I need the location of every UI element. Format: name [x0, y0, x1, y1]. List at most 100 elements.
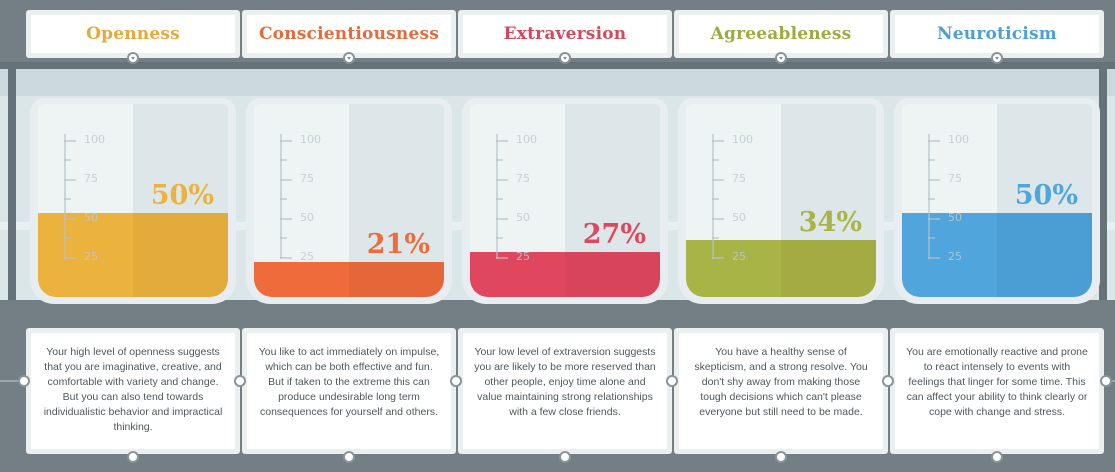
trait-percent: 21%	[366, 229, 430, 260]
liquid-shade	[133, 213, 228, 297]
scale-tick	[928, 257, 940, 259]
scale-tick-minor	[280, 159, 287, 161]
liquid-shade	[565, 252, 660, 297]
trait-header: Neuroticism	[895, 15, 1099, 53]
scale-label: 25	[732, 250, 746, 263]
pin-icon	[234, 375, 246, 387]
pin-icon	[18, 375, 30, 387]
scale-tick	[280, 218, 292, 220]
description-card: You have a healthy sense of skepticism, …	[674, 328, 888, 454]
scale-tick-minor	[496, 198, 503, 200]
scale-tick	[496, 218, 508, 220]
trait-column-openness: Openness 100 75 50 25 50% Your high level o…	[18, 0, 248, 472]
scale-line	[496, 134, 498, 259]
scale-tick	[280, 179, 292, 181]
trait-header-card[interactable]: Agreeableness	[674, 10, 888, 58]
trait-column-agreeableness: Agreeableness 100 75 50 25 34% You have a h…	[666, 0, 896, 472]
left-post	[8, 62, 16, 302]
pin-icon	[559, 52, 571, 64]
trait-header: Agreeableness	[679, 15, 883, 53]
trait-column-conscientiousness: Conscientiousness 100 75 50 25 21% You like…	[234, 0, 464, 472]
pin-icon	[450, 375, 462, 387]
scale-tick-minor	[712, 198, 719, 200]
scale-label: 50	[732, 211, 746, 224]
measure-scale: 100 75 50 25	[490, 133, 550, 274]
scale-tick-minor	[712, 159, 719, 161]
trait-description: Your high level of openness suggests tha…	[43, 346, 223, 433]
trait-percent: 27%	[582, 219, 646, 250]
beaker-glass: 100 75 50 25 50%	[902, 104, 1092, 297]
scale-tick	[712, 140, 724, 142]
beaker: 100 75 50 25 50%	[30, 98, 236, 304]
liquid-fill	[38, 213, 228, 297]
pin-icon	[991, 451, 1003, 463]
scale-tick	[496, 179, 508, 181]
scale-tick-minor	[496, 159, 503, 161]
scale-tick-minor	[280, 237, 287, 239]
measure-scale: 100 75 50 25	[922, 133, 982, 274]
scale-tick	[64, 257, 76, 259]
trait-header-card[interactable]: Neuroticism	[890, 10, 1104, 58]
trait-percent: 50%	[1014, 180, 1078, 211]
scale-label: 100	[84, 133, 105, 146]
pin-icon	[1100, 375, 1112, 387]
scale-tick	[64, 179, 76, 181]
trait-description: You like to act immediately on impulse, …	[258, 346, 440, 418]
scale-label: 75	[948, 172, 962, 185]
scale-tick	[928, 140, 940, 142]
scale-tick-minor	[280, 198, 287, 200]
trait-description: You have a healthy sense of skepticism, …	[694, 346, 868, 418]
description-inner: Your low level of extraversion suggests …	[463, 333, 667, 449]
measure-scale: 100 75 50 25	[706, 133, 766, 274]
trait-header-card[interactable]: Extraversion	[458, 10, 672, 58]
beaker-glass: 100 75 50 25 21%	[254, 104, 444, 297]
pin-icon	[127, 451, 139, 463]
scale-tick-minor	[64, 159, 71, 161]
scale-tick-minor	[64, 198, 71, 200]
pin-icon	[127, 52, 139, 64]
scale-label: 75	[516, 172, 530, 185]
pin-icon	[775, 52, 787, 64]
trait-title: Openness	[86, 24, 180, 44]
trait-title: Extraversion	[503, 24, 627, 44]
scale-label: 100	[732, 133, 753, 146]
scale-line	[928, 134, 930, 259]
liquid-fill	[686, 240, 876, 297]
trait-percent: 34%	[798, 207, 862, 238]
measure-scale: 100 75 50 25	[274, 133, 334, 274]
scale-tick	[712, 257, 724, 259]
scale-label: 25	[516, 250, 530, 263]
description-card: Your high level of openness suggests tha…	[26, 328, 240, 454]
description-inner: Your high level of openness suggests tha…	[31, 333, 235, 449]
top-shelf	[0, 62, 1115, 69]
trait-header-card[interactable]: Conscientiousness	[242, 10, 456, 58]
description-card: You like to act immediately on impulse, …	[242, 328, 456, 454]
pin-icon	[775, 451, 787, 463]
pin-icon	[343, 52, 355, 64]
trait-column-extraversion: Extraversion 100 75 50 25 27% Your low leve…	[450, 0, 680, 472]
scale-tick	[280, 140, 292, 142]
right-post	[1099, 62, 1107, 302]
scale-tick-minor	[496, 237, 503, 239]
pin-icon	[343, 451, 355, 463]
liquid-shade	[781, 240, 876, 297]
pin-icon	[666, 375, 678, 387]
trait-description: You are emotionally reactive and prone t…	[906, 346, 1088, 418]
scale-tick	[712, 179, 724, 181]
scale-label: 25	[948, 250, 962, 263]
liquid-fill	[254, 262, 444, 297]
beaker: 100 75 50 25 21%	[246, 98, 452, 304]
trait-percent: 50%	[150, 180, 214, 211]
pin-icon	[991, 52, 1003, 64]
trait-description: Your low level of extraversion suggests …	[474, 346, 656, 418]
measure-scale: 100 75 50 25	[58, 133, 118, 274]
beaker-glass: 100 75 50 25 27%	[470, 104, 660, 297]
trait-header-card[interactable]: Openness	[26, 10, 240, 58]
description-inner: You have a healthy sense of skepticism, …	[679, 333, 883, 449]
beaker: 100 75 50 25 27%	[462, 98, 668, 304]
scale-tick-minor	[928, 198, 935, 200]
scale-tick-minor	[928, 159, 935, 161]
scale-label: 50	[948, 211, 962, 224]
scale-line	[280, 134, 282, 259]
scale-label: 100	[300, 133, 321, 146]
